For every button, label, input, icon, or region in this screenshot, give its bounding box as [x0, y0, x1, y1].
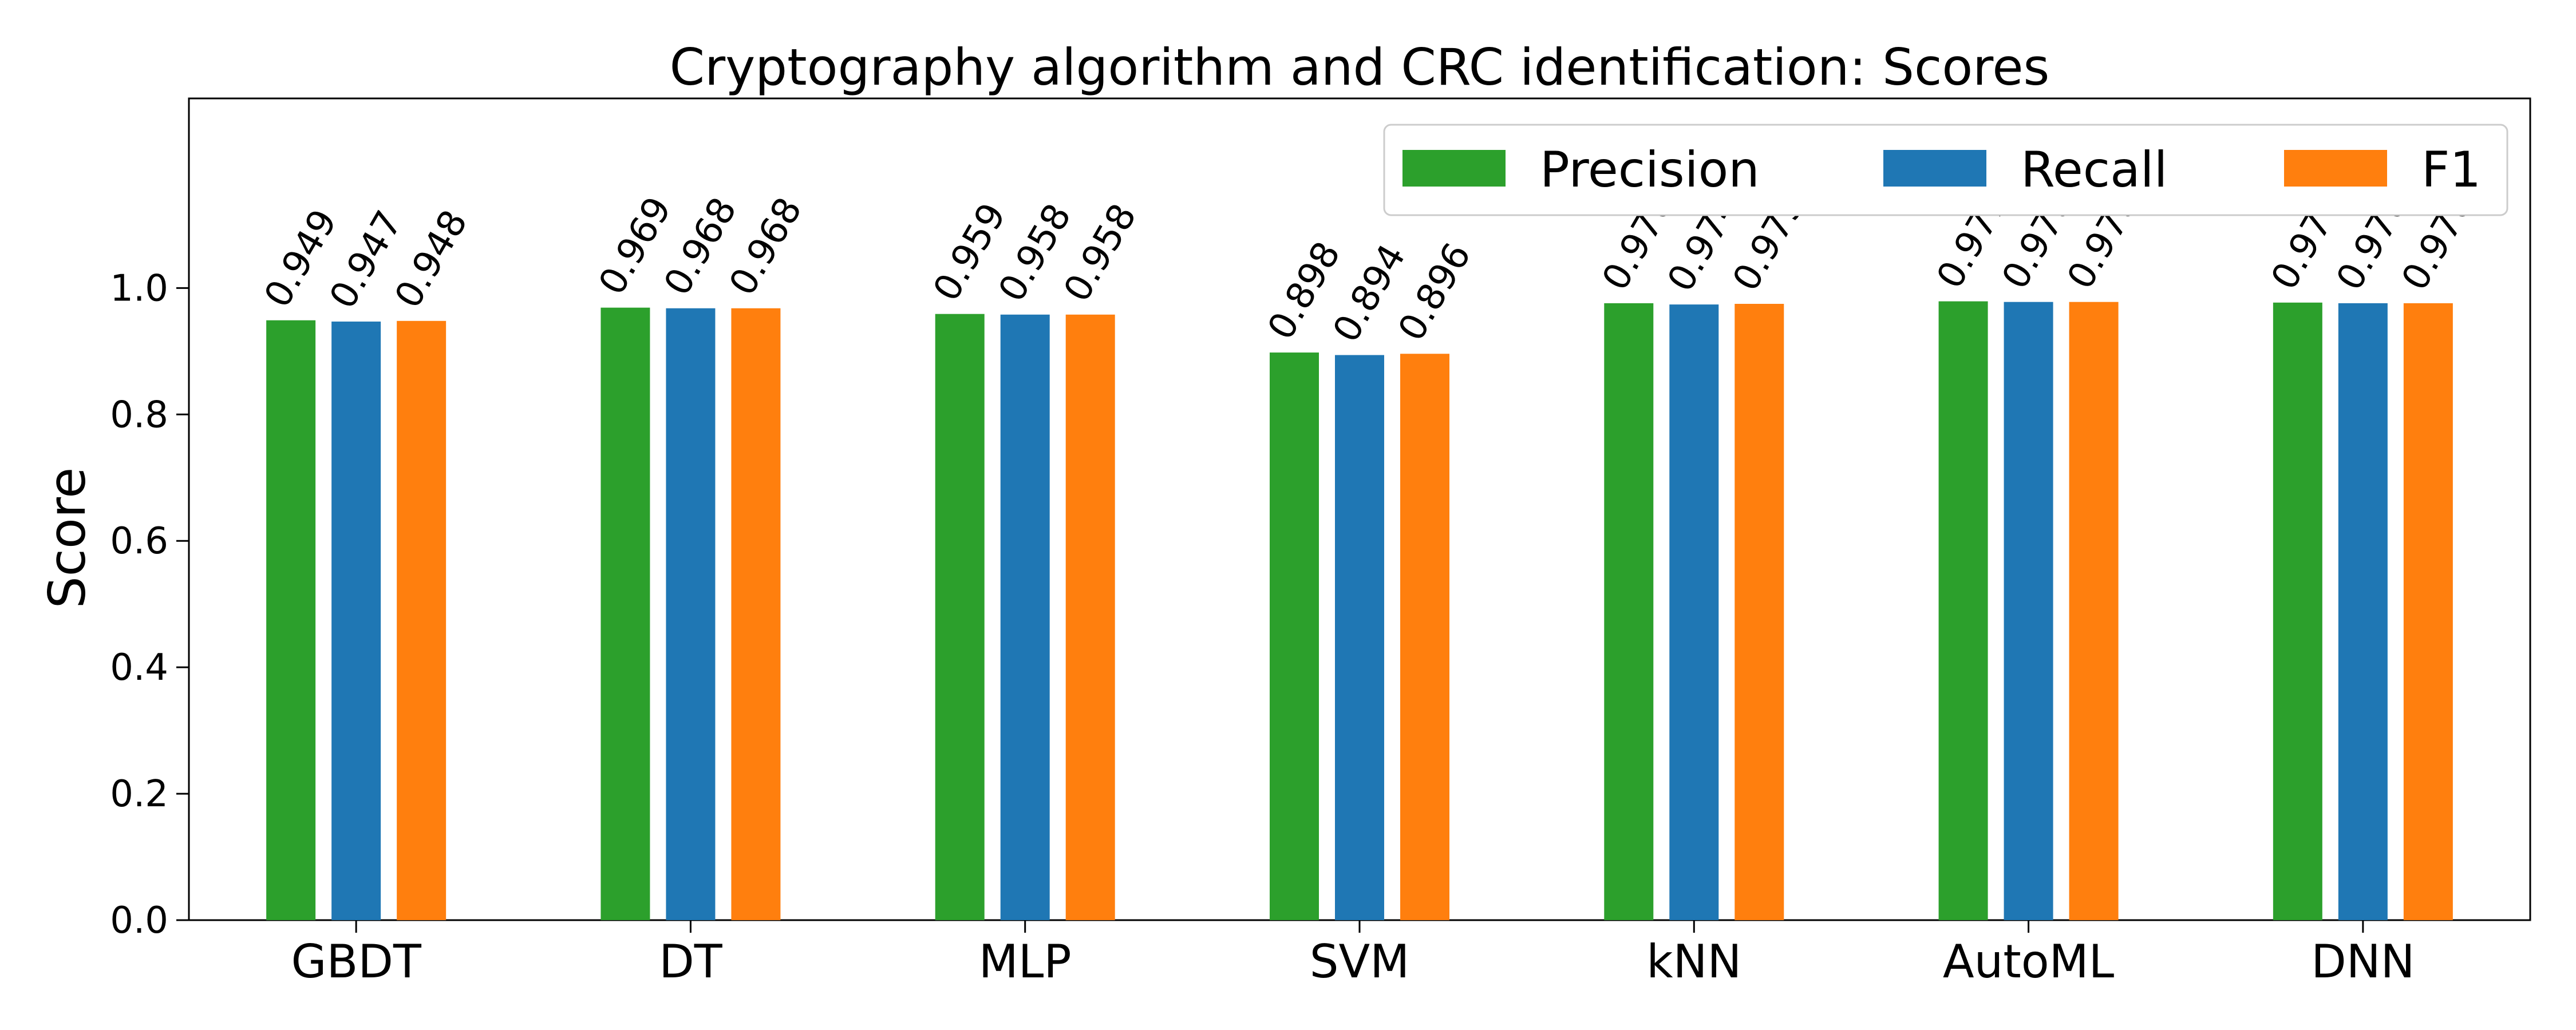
y-tick-label: 0.8: [110, 394, 168, 436]
bar-precision-knn: [1604, 303, 1654, 920]
bar-recall-svm: [1335, 355, 1384, 920]
bar-precision-dt: [600, 307, 650, 920]
bar-f1-dt: [731, 308, 781, 920]
bar-recall-automl: [2004, 302, 2053, 920]
legend-label-recall: Recall: [2021, 141, 2168, 199]
bar-recall-dt: [666, 308, 716, 920]
legend-swatch-precision: [1402, 150, 1506, 187]
bar-recall-gbdt: [331, 321, 381, 921]
bar-recall-dnn: [2338, 303, 2388, 920]
legend-label-precision: Precision: [1540, 141, 1760, 199]
bar-f1-automl: [2069, 302, 2119, 920]
y-tick-label: 1.0: [110, 267, 168, 310]
bar-f1-mlp: [1065, 314, 1115, 920]
legend: Precision Recall F1: [1383, 124, 2508, 216]
x-tick-label: SVM: [1310, 935, 1410, 988]
x-tick-label: MLP: [979, 935, 1072, 988]
bar-precision-mlp: [935, 314, 985, 920]
y-tick-label: 0.0: [110, 900, 168, 942]
x-tick-label: GBDT: [291, 935, 421, 988]
bar-f1-dnn: [2403, 303, 2453, 920]
y-axis-label: Score: [38, 468, 97, 608]
bar-precision-gbdt: [266, 320, 316, 920]
legend-swatch-f1: [2284, 150, 2387, 187]
x-tick-label: kNN: [1646, 935, 1741, 988]
legend-swatch-recall: [1883, 150, 1986, 187]
bar-recall-mlp: [1000, 314, 1050, 920]
y-tick-label: 0.4: [110, 647, 168, 689]
y-tick-label: 0.2: [110, 773, 168, 815]
bar-f1-svm: [1400, 354, 1449, 920]
bar-precision-svm: [1270, 352, 1319, 920]
x-tick-label: DT: [659, 935, 723, 988]
plot-area: 0.00.20.40.60.81.0GBDT0.9490.9470.948DT0…: [110, 97, 2531, 988]
bar-f1-knn: [1735, 304, 1784, 920]
legend-label-f1: F1: [2421, 141, 2481, 199]
bar-precision-automl: [1938, 301, 1988, 920]
x-tick-label: DNN: [2311, 935, 2415, 988]
x-tick-label: AutoML: [1943, 935, 2115, 988]
bar-recall-knn: [1669, 304, 1719, 920]
y-tick-label: 0.6: [110, 520, 168, 562]
bar-f1-gbdt: [397, 320, 447, 920]
bar-precision-dnn: [2273, 302, 2322, 920]
chart-title: Cryptography algorithm and CRC identific…: [670, 38, 2050, 97]
